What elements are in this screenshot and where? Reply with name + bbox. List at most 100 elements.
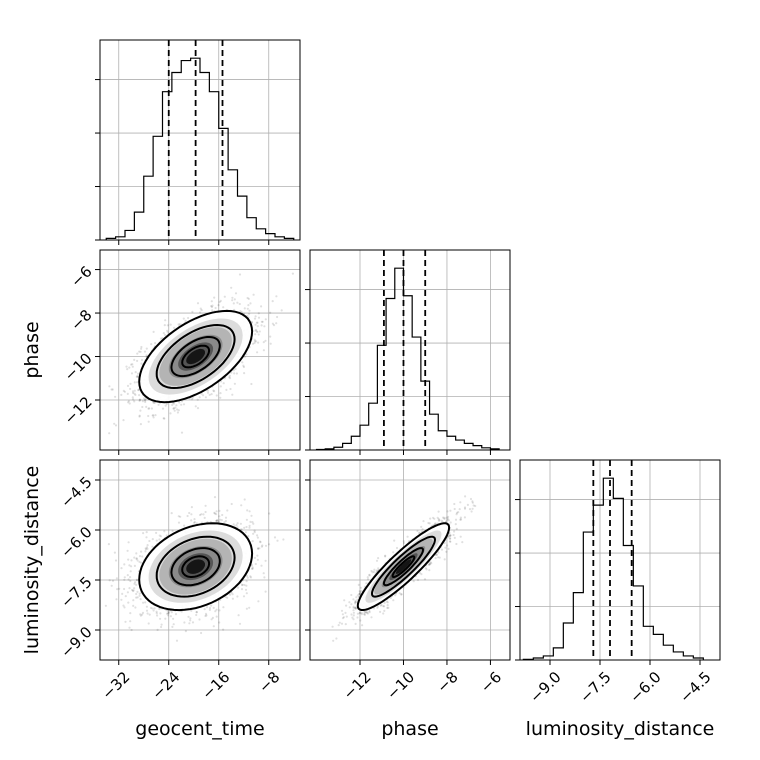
scatter-point — [141, 400, 144, 403]
scatter-point — [138, 394, 141, 397]
scatter-point — [235, 524, 238, 527]
scatter-point — [176, 411, 179, 414]
scatter-point — [195, 611, 198, 614]
scatter-point — [196, 407, 200, 410]
scatter-point — [231, 393, 234, 396]
scatter-point — [244, 588, 248, 591]
scatter-point — [253, 531, 256, 534]
scatter-point — [138, 350, 141, 353]
scatter-point — [215, 608, 218, 611]
scatter-point — [255, 330, 258, 333]
scatter-point — [253, 338, 256, 341]
scatter-point — [264, 318, 267, 321]
scatter-point — [136, 559, 139, 562]
scatter-point — [141, 405, 144, 409]
scatter-point — [139, 598, 142, 601]
scatter-point — [245, 525, 248, 529]
scatter-point — [259, 540, 262, 543]
scatter-point — [204, 396, 207, 399]
scatter-point — [139, 350, 142, 353]
scatter-point — [193, 518, 196, 521]
scatter-point — [154, 414, 157, 417]
scatter-point — [115, 598, 118, 601]
scatter-point — [156, 614, 159, 617]
scatter-point — [213, 496, 217, 499]
scatter-point — [218, 621, 221, 624]
scatter-point — [243, 372, 246, 375]
scatter-point — [262, 572, 265, 575]
scatter-point — [260, 320, 263, 323]
joint-panel-geocent_time-luminosity_distance: −32 −24 −16 −8−9.0−7.5−6.0−4.5 — [57, 459, 301, 703]
scatter-point — [191, 396, 194, 399]
scatter-point — [188, 622, 191, 625]
scatter-point — [233, 308, 236, 311]
scatter-point — [120, 393, 123, 396]
scatter-point — [171, 625, 174, 629]
scatter-point — [199, 513, 202, 517]
scatter-point — [144, 547, 147, 550]
scatter-point — [251, 567, 254, 570]
scatter-point — [135, 578, 138, 581]
scatter-point — [241, 361, 244, 364]
scatter-point — [236, 301, 239, 304]
scatter-point — [144, 550, 147, 553]
scatter-point — [160, 623, 163, 626]
scatter-point — [139, 398, 142, 401]
scatter-point — [163, 324, 166, 327]
scatter-point — [145, 605, 148, 608]
scatter-point — [257, 316, 261, 319]
scatter-point — [145, 536, 148, 539]
scatter-point — [167, 611, 171, 614]
scatter-point — [133, 392, 136, 395]
scatter-point — [172, 407, 175, 410]
scatter-point — [162, 332, 165, 335]
scatter-point — [136, 372, 140, 375]
scatter-point — [210, 393, 213, 396]
scatter-point — [123, 606, 126, 609]
scatter-point — [190, 513, 193, 516]
scatter-point — [240, 528, 243, 531]
scatter-point — [161, 407, 165, 410]
scatter-point — [264, 544, 268, 547]
scatter-point — [129, 382, 132, 385]
scatter-point — [255, 328, 258, 331]
scatter-point — [261, 320, 264, 323]
density-contour — [170, 336, 221, 378]
scatter-point — [116, 588, 119, 591]
scatter-point — [139, 409, 142, 412]
scatter-point — [246, 509, 249, 512]
scatter-point — [158, 607, 161, 611]
scatter-point — [262, 341, 265, 344]
scatter-point — [264, 339, 267, 342]
scatter-point — [206, 389, 210, 392]
scatter-point — [256, 325, 259, 328]
scatter-point — [113, 551, 116, 554]
scatter-point — [153, 401, 156, 404]
panel-frame — [99, 39, 301, 241]
scatter-point — [149, 606, 153, 610]
scatter-point — [183, 621, 186, 624]
scatter-point — [131, 363, 134, 366]
scatter-point — [275, 295, 278, 298]
scatter-point — [140, 347, 143, 350]
scatter-point — [198, 618, 201, 621]
scatter-point — [158, 538, 161, 541]
scatter-point — [228, 377, 232, 380]
scatter-point — [247, 297, 250, 300]
scatter-point — [271, 300, 274, 303]
scatter-point — [138, 398, 141, 401]
scatter-point — [123, 576, 126, 579]
scatter-point — [246, 296, 249, 300]
scatter-point — [200, 631, 203, 635]
scatter-point — [215, 513, 218, 516]
scatter-point — [259, 541, 262, 544]
scatter-point — [204, 612, 208, 616]
scatter-point — [151, 545, 154, 548]
scatter-point — [231, 597, 234, 600]
scatter-point — [152, 416, 155, 419]
scatter-point — [190, 519, 193, 522]
scatter-point — [104, 604, 107, 607]
scatter-point — [215, 615, 218, 618]
scatter-point — [150, 407, 153, 410]
